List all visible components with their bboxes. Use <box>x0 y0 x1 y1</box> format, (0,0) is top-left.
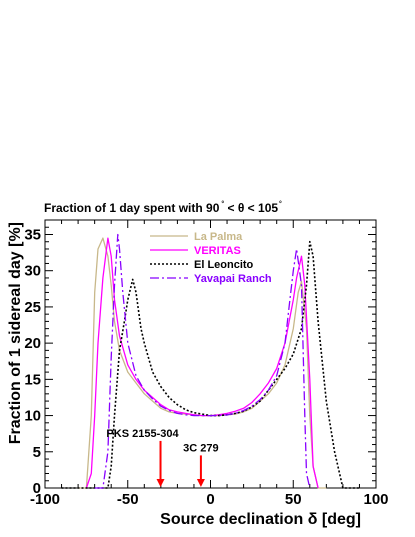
annotation-arrow-head-0 <box>156 479 165 487</box>
series-line-yavapai-ranch <box>94 233 311 489</box>
legend-label-3: Yavapai Ranch <box>194 273 272 285</box>
legend: La Palma VERITAS El Leoncito Yavapai Ranch <box>150 231 272 285</box>
y-tick-label-7: 35 <box>24 226 41 243</box>
legend-label-1: VERITAS <box>194 245 241 257</box>
title-degree-1: ° <box>221 200 224 208</box>
annotation-label-0: PKS 2155-304 <box>106 428 179 440</box>
y-tick-label-2: 10 <box>24 408 41 425</box>
x-tick-label-0: -100 <box>30 491 60 508</box>
annotation-label-1: 3C 279 <box>183 442 218 454</box>
title-prefix: Fraction of 1 day spent with 90 <box>44 201 220 215</box>
annotation-arrow-head-1 <box>196 479 205 487</box>
y-tick-label-5: 25 <box>24 299 41 316</box>
legend-label-2: El Leoncito <box>194 259 254 271</box>
y-tick-label-1: 5 <box>33 444 41 461</box>
y-axis-label: Fraction of 1 sidereal day [%] <box>7 222 24 444</box>
title-degree-2: ° <box>279 200 282 208</box>
annotations: PKS 2155-304 3C 279 <box>106 428 219 487</box>
series-group <box>61 233 360 489</box>
x-tick-label-3: 50 <box>285 491 302 508</box>
x-tick-label-1: -50 <box>117 491 139 508</box>
y-tick-label-4: 20 <box>24 335 41 352</box>
title-middle: < θ < 105 <box>224 201 278 215</box>
x-tick-label-4: 100 <box>363 491 388 508</box>
y-tick-label-6: 30 <box>24 263 41 280</box>
y-tick-label-0: 0 <box>33 480 41 497</box>
x-tick-label-2: 0 <box>206 491 214 508</box>
chart-title: Fraction of 1 day spent with 90 ° < θ < 1… <box>44 200 282 215</box>
y-tick-label-3: 15 <box>24 371 41 388</box>
x-axis-label: Source declination δ [deg] <box>160 511 361 528</box>
legend-label-0: La Palma <box>194 231 243 243</box>
